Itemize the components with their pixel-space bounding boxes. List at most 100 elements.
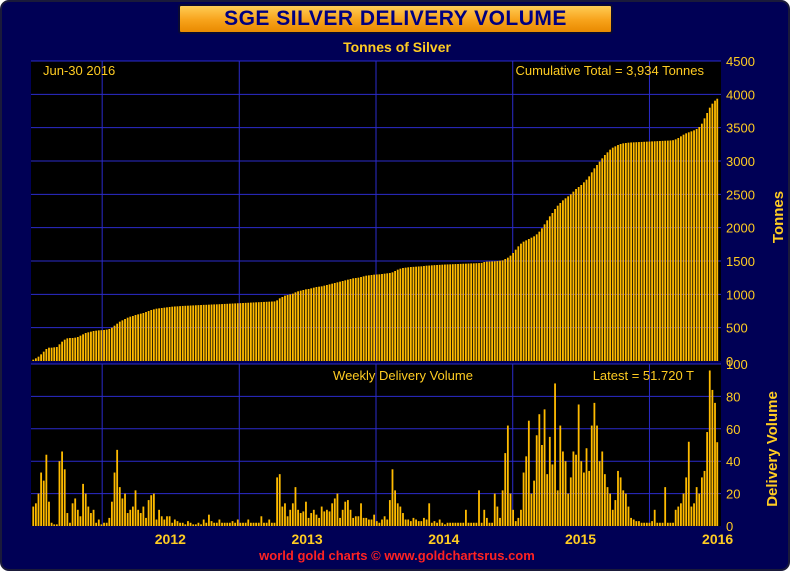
weekly-bar: [155, 519, 158, 526]
weekly-bar: [284, 503, 286, 526]
weekly-bar: [160, 516, 163, 526]
weekly-bar: [690, 506, 693, 526]
cumulative-bar: [666, 140, 669, 361]
weekly-ytick-label: 100: [726, 357, 748, 372]
weekly-bar: [648, 522, 651, 526]
weekly-bar: [454, 522, 457, 526]
cumulative-bar: [268, 301, 271, 361]
weekly-bar: [74, 498, 77, 526]
cumulative-bar: [139, 313, 142, 361]
weekly-bar: [32, 506, 35, 526]
weekly-bar: [588, 470, 591, 526]
weekly-bar: [326, 509, 328, 526]
cumulative-bar: [399, 268, 402, 361]
cumulative-bar: [543, 224, 546, 361]
cumulative-bar: [590, 172, 593, 361]
cumulative-bar: [451, 264, 454, 361]
cumulative-bar: [483, 262, 486, 361]
weekly-bar: [451, 522, 454, 526]
weekly-bar: [656, 522, 659, 526]
weekly-bar: [530, 493, 533, 526]
weekly-bar: [517, 517, 520, 526]
weekly-bar: [506, 425, 509, 526]
weekly-bar: [87, 506, 90, 526]
cumulative-bar: [352, 278, 355, 361]
weekly-bar: [76, 509, 79, 526]
weekly-bar: [575, 454, 577, 526]
weekly-bar: [441, 522, 444, 526]
cumulative-bar: [446, 264, 449, 361]
cumulative-bar: [208, 304, 210, 361]
cumulative-bar: [305, 289, 307, 361]
cumulative-bar: [672, 140, 674, 361]
weekly-bar: [541, 445, 543, 526]
cumulative-bar: [603, 155, 606, 361]
cumulative-bar: [564, 198, 567, 361]
weekly-bar: [430, 522, 433, 526]
cumulative-bar: [215, 304, 218, 361]
weekly-bar: [179, 522, 181, 526]
weekly-bar: [480, 522, 483, 526]
cumulative-bar: [32, 359, 35, 361]
cumulative-bar: [87, 332, 90, 361]
cumulative-bar: [685, 133, 688, 361]
weekly-bar: [485, 517, 488, 526]
cumulative-bar: [522, 241, 525, 361]
cumulative-bar: [171, 306, 174, 361]
cumulative-bar: [638, 142, 640, 361]
weekly-bar: [399, 506, 402, 526]
weekly-bar: [685, 477, 688, 526]
weekly-bar: [189, 522, 192, 526]
weekly-bar: [121, 498, 124, 526]
weekly-bar: [370, 519, 373, 526]
cumulative-bar: [548, 216, 551, 361]
weekly-bar: [611, 509, 614, 526]
weekly-bar: [554, 383, 556, 526]
cumulative-bar: [284, 295, 286, 361]
weekly-bar: [698, 493, 701, 526]
cumulative-bar: [457, 264, 459, 361]
weekly-bar: [34, 503, 37, 526]
weekly-bar: [617, 470, 619, 526]
cumulative-bar: [698, 127, 701, 361]
weekly-bar: [263, 522, 265, 526]
weekly-bar: [716, 442, 719, 526]
weekly-bar: [493, 493, 496, 526]
cumulative-bar: [341, 281, 344, 361]
weekly-bar: [643, 522, 646, 526]
weekly-bar: [103, 522, 105, 526]
weekly-bar: [386, 519, 389, 526]
cumulative-bar: [598, 161, 601, 361]
weekly-bar: [535, 435, 538, 526]
cumulative-bar: [76, 337, 79, 361]
weekly-bar: [373, 514, 376, 526]
cumulative-bar: [257, 302, 260, 361]
weekly-bar: [315, 514, 318, 526]
cumulative-ytick-label: 4500: [726, 54, 755, 69]
cumulative-bar: [648, 141, 651, 361]
weekly-bar: [538, 414, 541, 526]
cumulative-bar: [333, 283, 336, 361]
cumulative-bar: [344, 280, 347, 361]
weekly-bar: [171, 522, 174, 526]
weekly-bar: [669, 522, 672, 526]
cumulative-bar: [569, 194, 572, 361]
cumulative-bar: [546, 220, 549, 361]
weekly-bar: [378, 522, 381, 526]
cumulative-bar: [328, 284, 331, 361]
cumulative-ytick-label: 1000: [726, 287, 755, 302]
cumulative-bar: [310, 288, 313, 361]
cumulative-bar: [231, 303, 234, 361]
cumulative-bar: [491, 261, 494, 361]
weekly-bar: [449, 522, 452, 526]
weekly-bar: [352, 517, 355, 526]
cumulative-bar: [360, 277, 362, 361]
cumulative-bar: [289, 294, 292, 361]
cumulative-bar: [347, 279, 349, 361]
cumulative-bar: [533, 236, 535, 361]
cumulative-bar: [134, 315, 137, 361]
weekly-bar: [100, 524, 103, 526]
cumulative-bar: [357, 277, 360, 361]
cumulative-bar: [682, 134, 685, 361]
cumulative-bar: [527, 239, 530, 361]
